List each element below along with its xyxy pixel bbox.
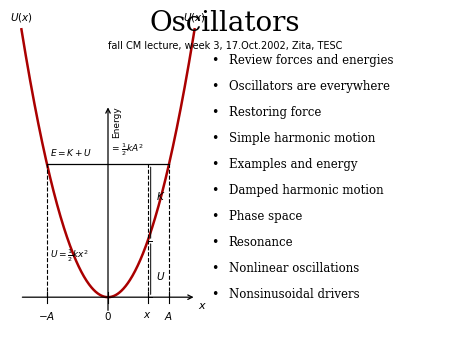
Text: •: • xyxy=(212,158,219,171)
Text: •: • xyxy=(212,80,219,93)
Text: Restoring force: Restoring force xyxy=(229,106,321,119)
Text: •: • xyxy=(212,106,219,119)
Text: $-A$: $-A$ xyxy=(39,311,55,322)
Text: Oscillators are everywhere: Oscillators are everywhere xyxy=(229,80,390,93)
Text: Damped harmonic motion: Damped harmonic motion xyxy=(229,184,383,197)
Text: Examples and energy: Examples and energy xyxy=(229,158,357,171)
Text: •: • xyxy=(212,288,219,301)
Text: Nonlinear oscillations: Nonlinear oscillations xyxy=(229,262,359,275)
Text: $U(x)$: $U(x)$ xyxy=(183,11,206,24)
Text: $0$: $0$ xyxy=(104,311,112,322)
Text: Resonance: Resonance xyxy=(229,236,293,249)
Text: $x$: $x$ xyxy=(144,311,152,320)
Text: •: • xyxy=(212,236,219,249)
Text: $E = K + U$: $E = K + U$ xyxy=(50,147,92,158)
Text: $U$: $U$ xyxy=(156,270,165,282)
Text: •: • xyxy=(212,210,219,223)
Text: •: • xyxy=(212,262,219,275)
Text: Energy: Energy xyxy=(112,106,121,138)
Text: Nonsinusoidal drivers: Nonsinusoidal drivers xyxy=(229,288,359,301)
Text: Oscillators: Oscillators xyxy=(150,10,300,37)
Text: $= \frac{1}{2}kA^2$: $= \frac{1}{2}kA^2$ xyxy=(110,141,144,158)
Text: •: • xyxy=(212,132,219,145)
Text: $U = \frac{1}{2}kx^2$: $U = \frac{1}{2}kx^2$ xyxy=(50,248,89,264)
Text: $A$: $A$ xyxy=(165,311,173,322)
Text: $U(x)$: $U(x)$ xyxy=(10,11,33,24)
Text: Review forces and energies: Review forces and energies xyxy=(229,54,393,67)
Text: fall CM lecture, week 3, 17.Oct.2002, Zita, TESC: fall CM lecture, week 3, 17.Oct.2002, Zi… xyxy=(108,41,342,51)
Text: •: • xyxy=(212,184,219,197)
Text: Phase space: Phase space xyxy=(229,210,302,223)
Text: Simple harmonic motion: Simple harmonic motion xyxy=(229,132,375,145)
Text: $K$: $K$ xyxy=(156,190,165,202)
Text: •: • xyxy=(212,54,219,67)
Text: $x$: $x$ xyxy=(198,301,207,311)
